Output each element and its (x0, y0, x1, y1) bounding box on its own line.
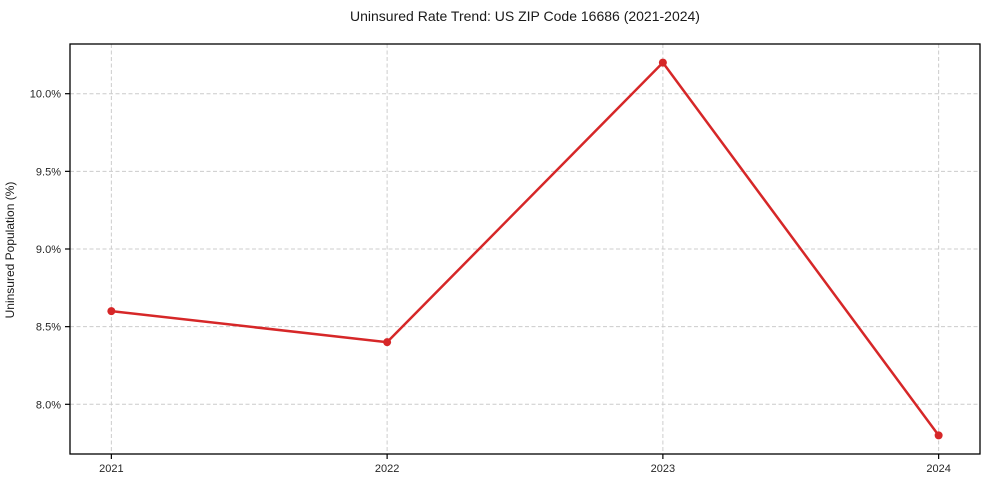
data-series (107, 58, 943, 440)
chart-title: Uninsured Rate Trend: US ZIP Code 16686 … (350, 8, 700, 24)
y-tick-label: 10.0% (30, 89, 61, 101)
y-tick-label: 9.5% (36, 166, 61, 178)
data-point-2021 (107, 307, 116, 316)
y-tick-label: 8.5% (36, 322, 61, 334)
x-tick-label: 2023 (651, 463, 675, 475)
x-tick-label: 2021 (99, 463, 123, 475)
y-axis-label: Uninsured Population (%) (3, 182, 17, 319)
data-point-2023 (658, 58, 667, 67)
axis-ticks (65, 93, 940, 459)
y-tick-label: 8.0% (36, 399, 61, 411)
trend-line (110, 61, 940, 437)
gridlines (70, 44, 980, 454)
x-tick-label: 2024 (926, 463, 950, 475)
data-point-2022 (383, 338, 392, 347)
data-point-2024 (934, 431, 943, 440)
x-tick-label: 2022 (375, 463, 399, 475)
y-tick-label: 9.0% (36, 244, 61, 256)
tick-labels: 8.0% 8.5% 9.0% 9.5% 10.0% 2021 2022 2023 2024 (30, 89, 951, 475)
